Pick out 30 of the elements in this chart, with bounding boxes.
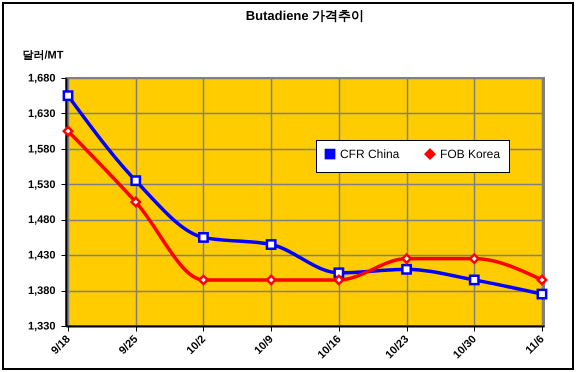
legend-label: CFR China bbox=[340, 147, 400, 162]
point bbox=[401, 264, 412, 275]
point bbox=[130, 175, 142, 186]
x-tick-label: 11/6 bbox=[524, 333, 547, 356]
point bbox=[198, 232, 209, 243]
point bbox=[62, 126, 74, 137]
chart-title: Butadiene 가격추이 bbox=[246, 8, 364, 23]
y-tick-label: 1,680 bbox=[28, 72, 56, 84]
legend-label: FOB Korea bbox=[440, 147, 500, 162]
y-tick-label: 1,480 bbox=[28, 214, 56, 226]
y-tick-label: 1,630 bbox=[28, 108, 56, 120]
y-tick-label: 1,330 bbox=[28, 320, 56, 332]
y-tick-label: 1,380 bbox=[28, 285, 56, 298]
point bbox=[536, 288, 548, 300]
point bbox=[333, 267, 344, 278]
y-tick-label: 1,580 bbox=[28, 143, 56, 156]
y-tick-label: 1,530 bbox=[28, 178, 56, 191]
point bbox=[536, 274, 548, 286]
point bbox=[266, 239, 277, 250]
point bbox=[468, 274, 480, 286]
point bbox=[333, 274, 344, 286]
y-axis-title: 달러/MT bbox=[22, 50, 64, 62]
point bbox=[266, 274, 277, 286]
point bbox=[130, 196, 142, 208]
point bbox=[401, 253, 412, 264]
point bbox=[468, 253, 480, 264]
y-tick-label: 1,430 bbox=[28, 250, 56, 262]
point bbox=[62, 90, 74, 102]
x-tick-label: 9/18 bbox=[49, 333, 73, 357]
point bbox=[198, 274, 209, 286]
